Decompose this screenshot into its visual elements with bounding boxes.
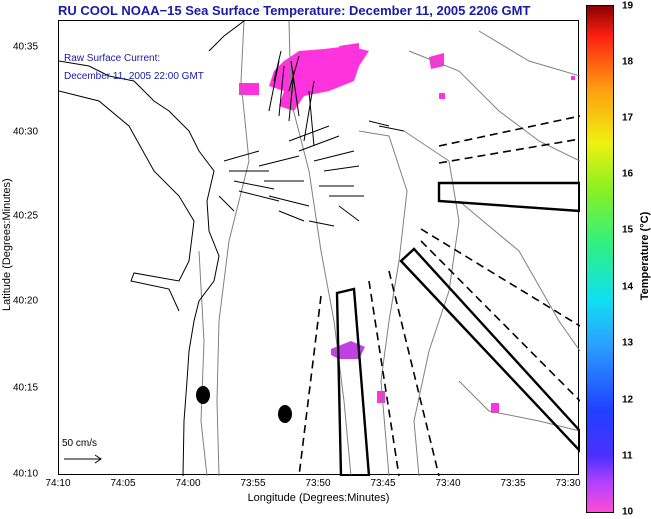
current-vectors	[64, 50, 405, 464]
coastline	[58, 20, 245, 477]
x-axis-label: Longitude (Degrees:Minutes)	[247, 492, 390, 504]
station-markers	[196, 386, 292, 423]
colorbar-tick: 16	[622, 168, 634, 180]
y-tick: 40:25	[13, 210, 39, 222]
x-tick: 74:10	[45, 478, 71, 489]
sst-patches	[239, 43, 575, 413]
y-tick: 40:10	[13, 468, 39, 480]
y-axis-label: Latitude (Degrees:Minutes)	[1, 178, 13, 311]
x-tick: 73:55	[240, 478, 266, 489]
x-tick: 73:40	[435, 478, 461, 489]
x-tick: 73:35	[500, 478, 526, 489]
temperature-colorbar	[586, 5, 614, 513]
colorbar-label: Temperature (°C)	[639, 211, 651, 301]
colorbar-tick: 11	[622, 450, 633, 462]
colorbar-tick: 15	[622, 224, 634, 236]
current-time: December 11, 2005 22:00 GMT	[64, 71, 204, 82]
x-tick: 74:05	[110, 478, 136, 489]
colorbar-tick: 13	[622, 337, 634, 349]
x-tick: 73:45	[370, 478, 396, 489]
scale-label: 50 cm/s	[62, 438, 98, 449]
map-svg	[58, 20, 582, 478]
map-plot-area	[58, 20, 582, 478]
colorbar-tick: 18	[622, 56, 634, 68]
x-tick: 73:50	[305, 478, 331, 489]
colorbar-tick: 19	[622, 0, 634, 12]
y-tick: 40:15	[13, 382, 39, 394]
y-tick: 40:35	[13, 41, 39, 53]
dashed-radial-lines	[298, 115, 581, 477]
x-tick: 73:30	[555, 478, 581, 489]
y-tick: 40:20	[13, 295, 39, 307]
colorbar-tick: 17	[622, 112, 634, 124]
x-tick: 74:00	[175, 478, 201, 489]
colorbar-tick: 14	[622, 281, 634, 293]
y-tick: 40:30	[13, 126, 39, 138]
colorbar-tick: 12	[622, 394, 634, 406]
map-title: RU COOL NOAA−15 Sea Surface Temperature:…	[58, 3, 531, 18]
current-label: Raw Surface Current:	[64, 53, 161, 64]
colorbar-tick: 10	[622, 506, 634, 518]
